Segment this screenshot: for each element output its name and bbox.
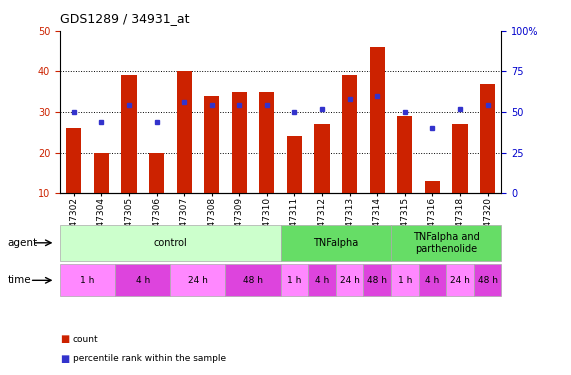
Text: 4 h: 4 h — [425, 276, 440, 285]
Text: TNFalpha and
parthenolide: TNFalpha and parthenolide — [413, 232, 480, 254]
Bar — [480, 84, 495, 193]
Text: 48 h: 48 h — [477, 276, 497, 285]
Bar — [121, 75, 136, 193]
Bar — [397, 116, 412, 193]
Bar — [66, 128, 81, 193]
Text: 24 h: 24 h — [340, 276, 360, 285]
Text: 24 h: 24 h — [450, 276, 470, 285]
Bar — [369, 47, 385, 193]
Bar — [176, 71, 192, 193]
Bar — [232, 92, 247, 193]
Text: 24 h: 24 h — [188, 276, 208, 285]
Text: agent: agent — [7, 238, 38, 248]
Text: control: control — [154, 238, 187, 248]
Text: 1 h: 1 h — [287, 276, 301, 285]
Bar — [204, 96, 219, 193]
Bar — [94, 153, 109, 193]
Text: 4 h: 4 h — [315, 276, 329, 285]
Text: count: count — [73, 335, 98, 344]
Text: 48 h: 48 h — [243, 276, 263, 285]
Text: ■: ■ — [60, 334, 69, 344]
Text: 4 h: 4 h — [135, 276, 150, 285]
Text: GDS1289 / 34931_at: GDS1289 / 34931_at — [60, 12, 190, 25]
Text: 1 h: 1 h — [81, 276, 95, 285]
Bar — [259, 92, 275, 193]
Bar — [287, 136, 302, 193]
Bar — [452, 124, 468, 193]
Bar — [149, 153, 164, 193]
Text: time: time — [7, 275, 31, 285]
Bar — [425, 181, 440, 193]
Text: ■: ■ — [60, 354, 69, 364]
Bar — [342, 75, 357, 193]
Text: percentile rank within the sample: percentile rank within the sample — [73, 354, 226, 363]
Text: TNFalpha: TNFalpha — [313, 238, 359, 248]
Bar — [315, 124, 329, 193]
Text: 1 h: 1 h — [397, 276, 412, 285]
Text: 48 h: 48 h — [367, 276, 387, 285]
